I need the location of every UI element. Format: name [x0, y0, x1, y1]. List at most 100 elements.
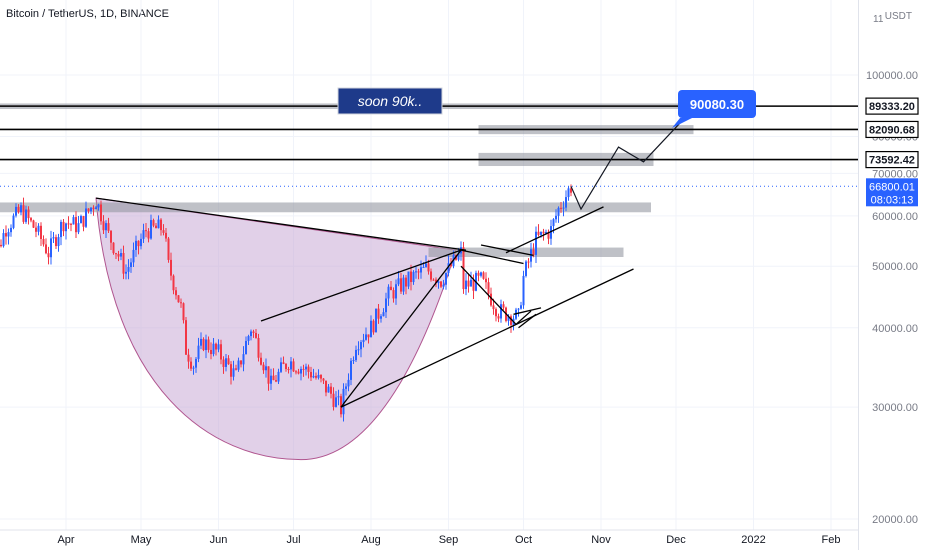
candle-body: [50, 238, 52, 258]
candle-body: [17, 206, 20, 213]
candle-body: [197, 345, 200, 359]
candle-body: [22, 205, 25, 222]
trendline[interactable]: [515, 310, 532, 325]
candle-body: [430, 271, 432, 280]
trendline[interactable]: [340, 268, 634, 408]
candle-body: [555, 215, 557, 220]
candle-body: [112, 242, 115, 254]
candle-body: [255, 332, 257, 338]
trendline[interactable]: [95, 197, 467, 251]
candle-body: [102, 221, 105, 231]
candle-body: [77, 223, 80, 233]
candle-body: [140, 238, 142, 247]
target-callout-box[interactable]: [678, 90, 756, 118]
trendline[interactable]: [518, 313, 537, 329]
candle-body: [157, 219, 160, 229]
candle-body: [375, 308, 377, 333]
candle-body: [92, 207, 95, 210]
candle-body: [30, 218, 32, 221]
candle-body: [225, 358, 227, 367]
candle-body: [547, 231, 550, 239]
trendline[interactable]: [340, 249, 462, 408]
trendline[interactable]: [460, 249, 524, 265]
candle-body: [280, 362, 282, 372]
candle-body: [270, 375, 272, 384]
note-box[interactable]: [337, 87, 443, 115]
candle-body: [525, 261, 527, 276]
candle-body: [440, 281, 442, 287]
candle-body: [145, 230, 147, 232]
candle-body: [147, 231, 150, 239]
candle-body: [557, 207, 560, 216]
candle-body: [415, 271, 417, 273]
price-tick-label: 30000.00: [872, 402, 918, 414]
candle-body: [87, 208, 90, 212]
time-tick-label: Feb: [822, 534, 841, 546]
candle-body: [445, 273, 447, 285]
candle-body: [357, 349, 360, 351]
candle-body: [485, 278, 487, 283]
trendline[interactable]: [505, 206, 604, 254]
candle-body: [165, 232, 167, 239]
candle-body: [477, 272, 480, 276]
resistance-zone: [0, 202, 651, 213]
currency-label: USDT: [885, 11, 912, 22]
candle-body: [340, 396, 342, 415]
candle-body: [285, 363, 287, 370]
candle-body: [567, 188, 570, 198]
candle-body: [545, 231, 547, 234]
candle-body: [70, 223, 72, 225]
candle-body: [352, 360, 355, 362]
candle-body: [47, 253, 50, 258]
level-label-text: 82090.68: [869, 124, 915, 136]
current-price-text: 66800.01: [869, 181, 915, 193]
price-tick-label: 70000.00: [872, 168, 918, 180]
candle-body: [232, 368, 235, 377]
candle-body: [132, 249, 135, 263]
candle-body: [407, 271, 410, 287]
candle-body: [27, 209, 30, 219]
candle-body: [510, 316, 512, 325]
candle-body: [482, 272, 485, 279]
candle-body: [72, 217, 75, 225]
trendline[interactable]: [480, 244, 534, 257]
candle-body: [470, 279, 472, 287]
candle-body: [300, 368, 302, 374]
candle-body: [32, 220, 35, 228]
candle-body: [237, 360, 240, 370]
trendline[interactable]: [460, 265, 517, 325]
candle-body: [322, 378, 325, 381]
candle-body: [372, 320, 375, 333]
price-axis-separator: [858, 0, 859, 550]
candle-body: [537, 231, 540, 235]
candle-body: [320, 374, 322, 379]
candle-body: [57, 237, 60, 247]
candle-body: [480, 272, 482, 276]
candle-body: [212, 343, 215, 355]
candle-body: [315, 375, 317, 378]
candle-body: [15, 206, 17, 216]
candle-body: [390, 286, 392, 291]
trendline[interactable]: [260, 249, 462, 322]
countdown-text: 08:03:13: [871, 194, 914, 206]
candle-body: [35, 227, 37, 232]
trendline[interactable]: [513, 307, 542, 315]
candle-body: [195, 358, 197, 368]
candle-body: [192, 367, 195, 369]
candle-body: [305, 366, 307, 370]
candle-body: [277, 371, 280, 382]
price-tick-partial: 11: [873, 14, 884, 25]
candle-body: [522, 275, 525, 306]
candle-body: [387, 286, 390, 299]
candle-body: [75, 217, 77, 233]
candle-body: [465, 280, 467, 290]
projection-path[interactable]: [570, 108, 694, 211]
candle-body: [247, 336, 250, 341]
candle-body: [442, 284, 445, 287]
candle-body: [367, 334, 370, 338]
candle-body: [0, 244, 2, 247]
candle-body: [350, 360, 352, 380]
candle-body: [187, 354, 190, 362]
